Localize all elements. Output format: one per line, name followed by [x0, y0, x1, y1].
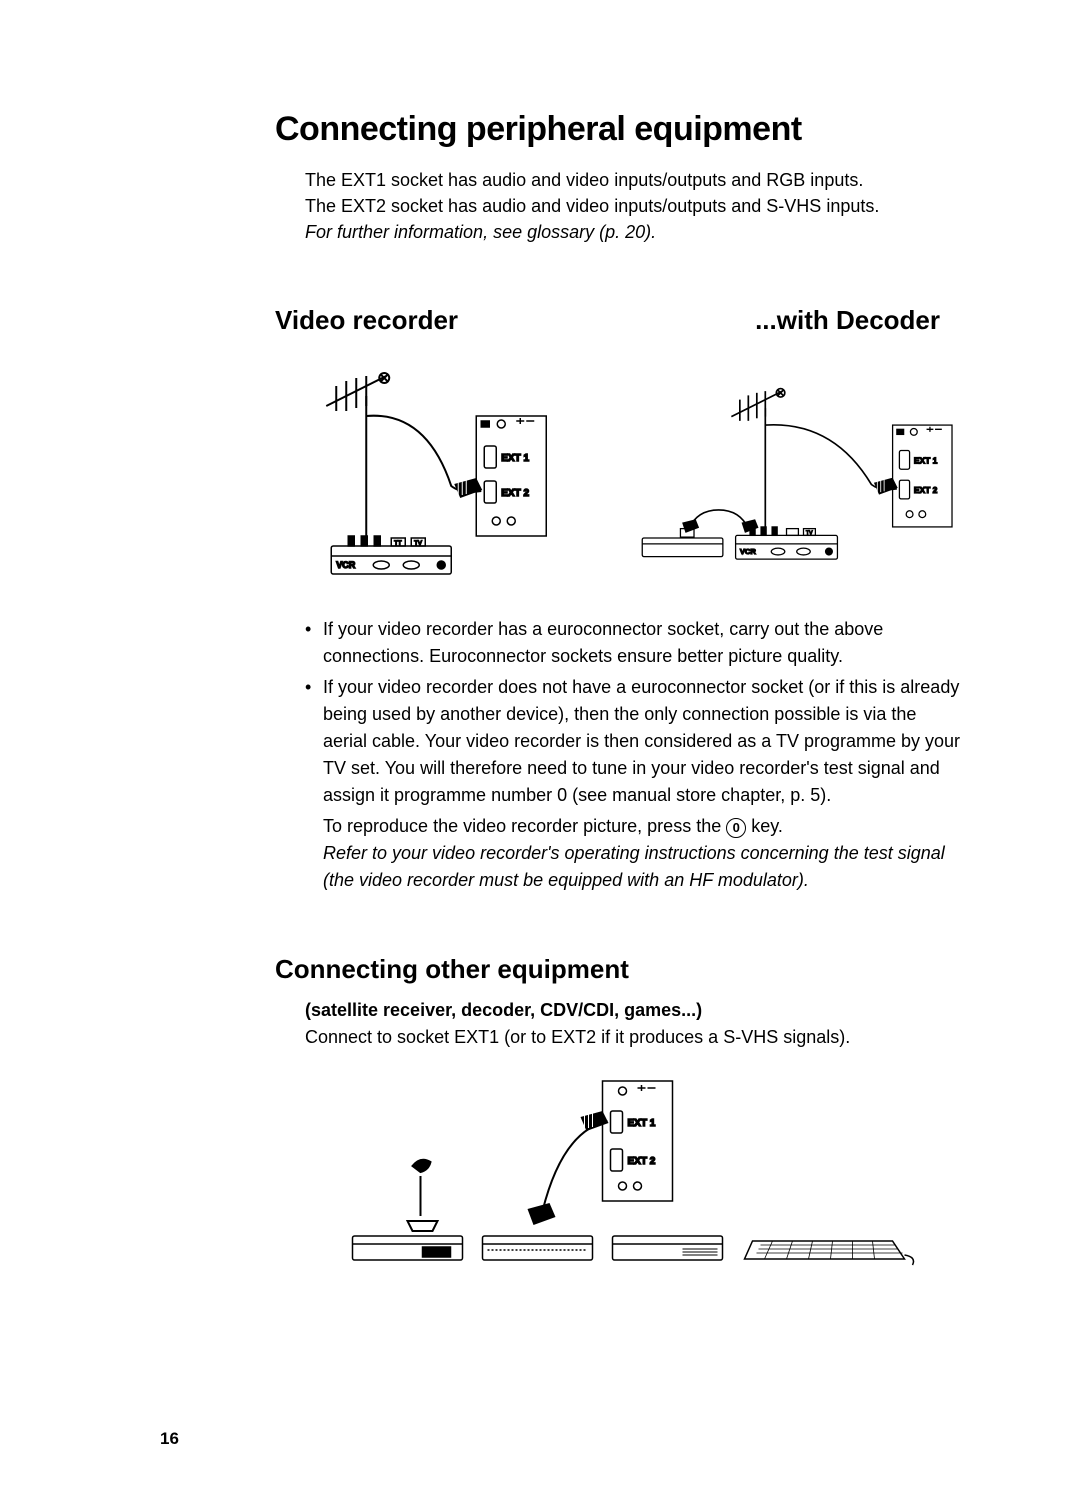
- subintro-block: (satellite receiver, decoder, CDV/CDI, g…: [275, 997, 960, 1051]
- page-number: 16: [160, 1429, 179, 1449]
- label-ext1-b: EXT 1: [628, 1118, 656, 1129]
- zero-key-icon: 0: [726, 818, 746, 838]
- intro-block: The EXT1 socket has audio and video inpu…: [275, 167, 960, 245]
- bullet-1: If your video recorder has a euroconnect…: [305, 616, 960, 670]
- heading-video-recorder: Video recorder: [275, 305, 598, 336]
- press-text-a: To reproduce the video recorder picture,…: [323, 816, 726, 836]
- bullet-2: If your video recorder does not have a e…: [305, 674, 960, 809]
- intro-line3: For further information, see glossary (p…: [305, 219, 960, 245]
- diagram-with-decoder: EXT 1 EXT 2: [638, 366, 961, 586]
- intro-line2: The EXT2 socket has audio and video inpu…: [305, 193, 960, 219]
- subintro-text: Connect to socket EXT1 (or to EXT2 if it…: [305, 1024, 960, 1051]
- press-text-b: key.: [746, 816, 783, 836]
- bullet-list: If your video recorder has a euroconnect…: [275, 616, 960, 894]
- bullet-2-continuation: To reproduce the video recorder picture,…: [305, 813, 960, 840]
- label-sat: SAT: [427, 1248, 442, 1257]
- label-ext1-r: EXT 1: [913, 456, 937, 466]
- label-tv-r: TV: [806, 531, 813, 537]
- label-ext1: EXT 1: [501, 453, 529, 464]
- label-ext2-r: EXT 2: [913, 485, 937, 495]
- label-vcr: VCR: [336, 560, 356, 570]
- label-ext2: EXT 2: [501, 488, 529, 499]
- bullet-2-italic: Refer to your video recorder's operating…: [305, 840, 960, 894]
- diagram-video-recorder: EXT 1 EXT 2: [275, 366, 598, 586]
- svg-text:TT: TT: [394, 541, 402, 547]
- diagram-other-equipment: EXT 1 EXT 2: [305, 1071, 960, 1281]
- subintro-bold: (satellite receiver, decoder, CDV/CDI, g…: [305, 997, 960, 1024]
- label-vcr-r: VCR: [739, 547, 756, 556]
- label-ext2-b: EXT 2: [628, 1156, 656, 1167]
- heading-other-equipment: Connecting other equipment: [275, 954, 960, 985]
- label-tv: TV: [414, 541, 422, 547]
- page-title: Connecting peripheral equipment: [275, 110, 960, 149]
- heading-with-decoder: ...with Decoder: [638, 305, 961, 336]
- diagram-row: Video recorder: [275, 305, 960, 586]
- intro-line1: The EXT1 socket has audio and video inpu…: [305, 167, 960, 193]
